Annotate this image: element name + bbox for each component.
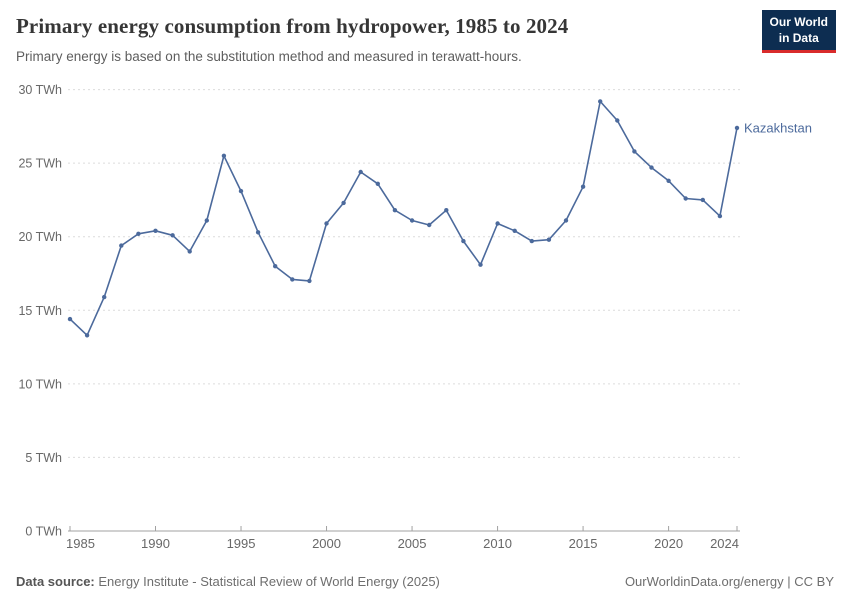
series-label[interactable]: Kazakhstan (744, 120, 812, 135)
data-point[interactable] (255, 230, 261, 235)
data-point[interactable] (546, 237, 552, 242)
owid-logo-line1: Our World (769, 15, 828, 29)
x-axis-label: 2000 (312, 536, 341, 551)
data-point[interactable] (666, 178, 671, 183)
data-point[interactable] (717, 213, 723, 219)
data-point[interactable] (221, 153, 227, 158)
data-point[interactable] (734, 125, 740, 131)
data-point[interactable] (580, 184, 586, 189)
y-axis-label: 30 TWh (18, 83, 62, 97)
data-point[interactable] (153, 228, 158, 233)
data-point[interactable] (461, 238, 466, 244)
page-title: Primary energy consumption from hydropow… (16, 14, 569, 38)
data-point[interactable] (563, 218, 569, 223)
data-point[interactable] (238, 188, 244, 194)
data-point[interactable] (204, 218, 209, 223)
data-point[interactable] (495, 221, 500, 226)
data-point[interactable] (444, 208, 449, 213)
series-line-kazakhstan[interactable] (69, 100, 738, 337)
owid-logo-line2: in Data (778, 30, 819, 45)
data-point[interactable] (324, 221, 329, 226)
data-point[interactable] (170, 233, 175, 238)
data-point[interactable] (341, 200, 346, 206)
x-axis-label: 1990 (141, 536, 170, 551)
x-axis-label: 1985 (66, 536, 95, 551)
data-point[interactable] (290, 277, 295, 282)
y-axis-label: 10 TWh (18, 377, 62, 391)
data-point[interactable] (427, 222, 432, 228)
data-point[interactable] (700, 197, 705, 203)
data-point[interactable] (615, 118, 620, 123)
data-point[interactable] (136, 231, 141, 236)
data-point[interactable] (307, 278, 312, 284)
data-point[interactable] (649, 165, 654, 170)
data-source-label: Data source: (16, 574, 95, 589)
data-point[interactable] (119, 243, 124, 248)
chart-subtitle: Primary energy is based on the substitut… (16, 49, 522, 64)
y-axis-label: 5 TWh (25, 451, 62, 465)
data-point[interactable] (84, 333, 90, 338)
data-source-note: Data source: Energy Institute - Statisti… (16, 574, 440, 589)
data-point[interactable] (632, 149, 637, 154)
data-point[interactable] (102, 294, 107, 300)
x-axis-label: 2024 (710, 536, 739, 551)
y-axis-label: 25 TWh (18, 157, 62, 171)
data-point[interactable] (683, 196, 688, 201)
y-axis-label: 20 TWh (18, 230, 62, 244)
x-axis-label: 2010 (483, 536, 512, 551)
data-point[interactable] (512, 228, 517, 233)
data-point[interactable] (478, 262, 483, 267)
data-point[interactable] (358, 169, 363, 175)
data-source-text: Energy Institute - Statistical Review of… (94, 574, 440, 589)
data-point[interactable] (392, 208, 398, 213)
data-point[interactable] (273, 264, 278, 269)
data-point[interactable] (187, 249, 192, 254)
data-point[interactable] (409, 218, 415, 223)
data-point[interactable] (529, 238, 534, 244)
owid-logo[interactable]: Our World in Data (761, 10, 836, 54)
x-axis-label: 2020 (654, 536, 683, 551)
x-axis-label: 2005 (398, 536, 427, 551)
owid-url-link[interactable]: OurWorldinData.org/energy | CC BY (624, 574, 834, 589)
y-axis-label: 0 TWh (25, 525, 62, 539)
x-axis-label: 2015 (569, 536, 598, 551)
data-point[interactable] (67, 316, 73, 322)
data-point[interactable] (375, 181, 380, 186)
y-axis-label: 15 TWh (18, 304, 62, 318)
x-axis-label: 1995 (227, 536, 256, 551)
data-point[interactable] (598, 99, 603, 104)
chart-footer: Data source: Energy Institute - Statisti… (16, 574, 834, 589)
